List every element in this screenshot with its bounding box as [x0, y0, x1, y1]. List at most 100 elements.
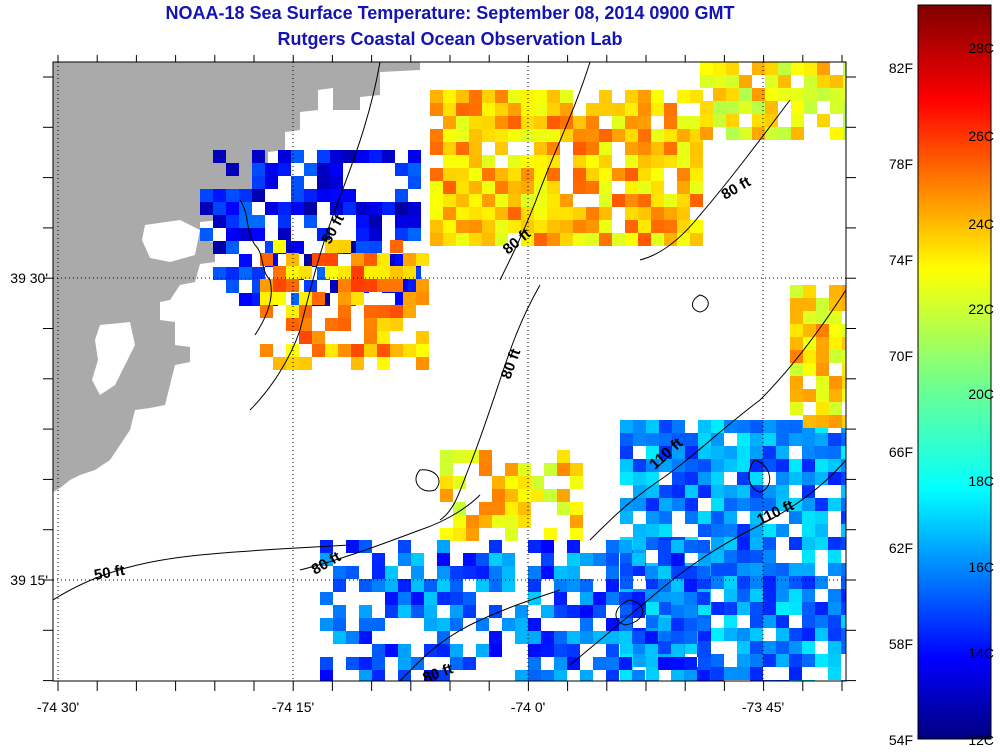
sst-pixel — [671, 670, 684, 681]
sst-pixel — [789, 628, 802, 641]
sst-pixel — [638, 129, 651, 142]
sst-pixel — [265, 176, 278, 189]
sst-pixel — [841, 524, 846, 537]
sst-pixel — [713, 101, 726, 114]
sst-pixel — [304, 163, 317, 176]
sst-pixel — [817, 114, 830, 127]
sst-pixel — [711, 654, 724, 667]
sst-pixel — [815, 537, 828, 550]
sst-pixel — [763, 420, 776, 433]
sst-pixel — [430, 142, 443, 155]
sst-pixel — [606, 553, 619, 566]
sst-pixel — [677, 142, 690, 155]
sst-pixel — [299, 292, 312, 305]
sst-pixel — [765, 88, 778, 101]
sst-pixel — [395, 189, 408, 202]
sst-pixel — [482, 220, 495, 233]
sst-pixel — [502, 579, 515, 592]
sst-pixel — [698, 511, 711, 524]
sst-pixel — [456, 129, 469, 142]
sst-pixel — [364, 253, 377, 266]
sst-pixel — [299, 266, 312, 279]
sst-pixel — [482, 129, 495, 142]
sst-pixel — [677, 194, 690, 207]
sst-pixel — [453, 476, 466, 489]
sst-pixel — [790, 298, 803, 311]
sst-pixel — [658, 540, 671, 553]
sst-pixel — [763, 550, 776, 563]
cbar-f-70: 70F — [889, 348, 913, 364]
sst-pixel — [567, 566, 580, 579]
sst-pixel — [763, 446, 776, 459]
cbar-c-26: 26C — [968, 128, 994, 144]
sst-pixel — [737, 550, 750, 563]
sst-pixel — [430, 90, 443, 103]
sst-pixel — [711, 498, 724, 511]
sst-pixel — [685, 498, 698, 511]
sst-pixel — [398, 579, 411, 592]
bathymetry-contours — [53, 62, 846, 681]
sst-pixel — [690, 168, 703, 181]
sst-pixel — [531, 476, 544, 489]
sst-pixel — [698, 654, 711, 667]
sst-pixel — [482, 233, 495, 246]
sst-pixel — [479, 515, 492, 528]
sst-pixel — [351, 344, 364, 357]
sst-pixel — [698, 446, 711, 459]
contour-80ft-bottom — [399, 589, 561, 681]
sst-pixel — [737, 433, 750, 446]
sst-pixel — [482, 155, 495, 168]
sst-pixel — [698, 602, 711, 615]
sst-pixel — [469, 168, 482, 181]
sst-pixel — [776, 459, 789, 472]
sst-pixel — [726, 75, 739, 88]
sst-pixel — [646, 680, 659, 681]
sst-pixel — [291, 202, 304, 215]
sst-pixel — [385, 592, 398, 605]
sst-pixel — [842, 350, 846, 363]
sst-pixel — [372, 644, 385, 657]
sst-pixel — [645, 566, 658, 579]
sst-pixel — [541, 670, 554, 681]
sst-pixel — [698, 485, 711, 498]
sst-pixel — [518, 489, 531, 502]
frame-ticks — [43, 55, 856, 691]
sst-pixel — [534, 103, 547, 116]
sst-pixel — [789, 641, 802, 654]
sst-pixel — [638, 181, 651, 194]
sst-pixel — [664, 155, 677, 168]
sst-pixel — [684, 579, 697, 592]
sst-pixel — [726, 101, 739, 114]
sst-pixel — [803, 298, 816, 311]
sst-pixel — [659, 511, 672, 524]
sst-pixel — [320, 553, 333, 566]
sst-pixel — [841, 485, 846, 498]
cbar-c-28: 28C — [968, 40, 994, 56]
sst-pixel — [278, 228, 291, 241]
sst-pixel — [252, 176, 265, 189]
sst-pixel — [606, 592, 619, 605]
sst-pixel — [239, 215, 252, 228]
sst-pixel — [638, 116, 651, 129]
sst-pixel — [560, 207, 573, 220]
sst-pixel — [456, 103, 469, 116]
sst-pixel — [469, 142, 482, 155]
sst-pixel — [815, 433, 828, 446]
sst-pixel — [672, 446, 685, 459]
sst-pixel — [489, 553, 502, 566]
sst-pixel — [658, 553, 671, 566]
sst-pixel — [463, 592, 476, 605]
sst-pixel — [815, 576, 828, 589]
sst-pixel — [776, 680, 789, 681]
sst-pixel — [430, 103, 443, 116]
sst-pixel — [599, 233, 612, 246]
sst-pixel — [625, 233, 638, 246]
sst-pixel — [842, 415, 846, 428]
sst-pixel — [739, 127, 752, 140]
sst-pixel — [570, 463, 583, 476]
sst-pixel — [672, 420, 685, 433]
sst-pixel — [750, 680, 763, 681]
map-gridlines — [53, 62, 846, 681]
sst-pixel — [456, 181, 469, 194]
